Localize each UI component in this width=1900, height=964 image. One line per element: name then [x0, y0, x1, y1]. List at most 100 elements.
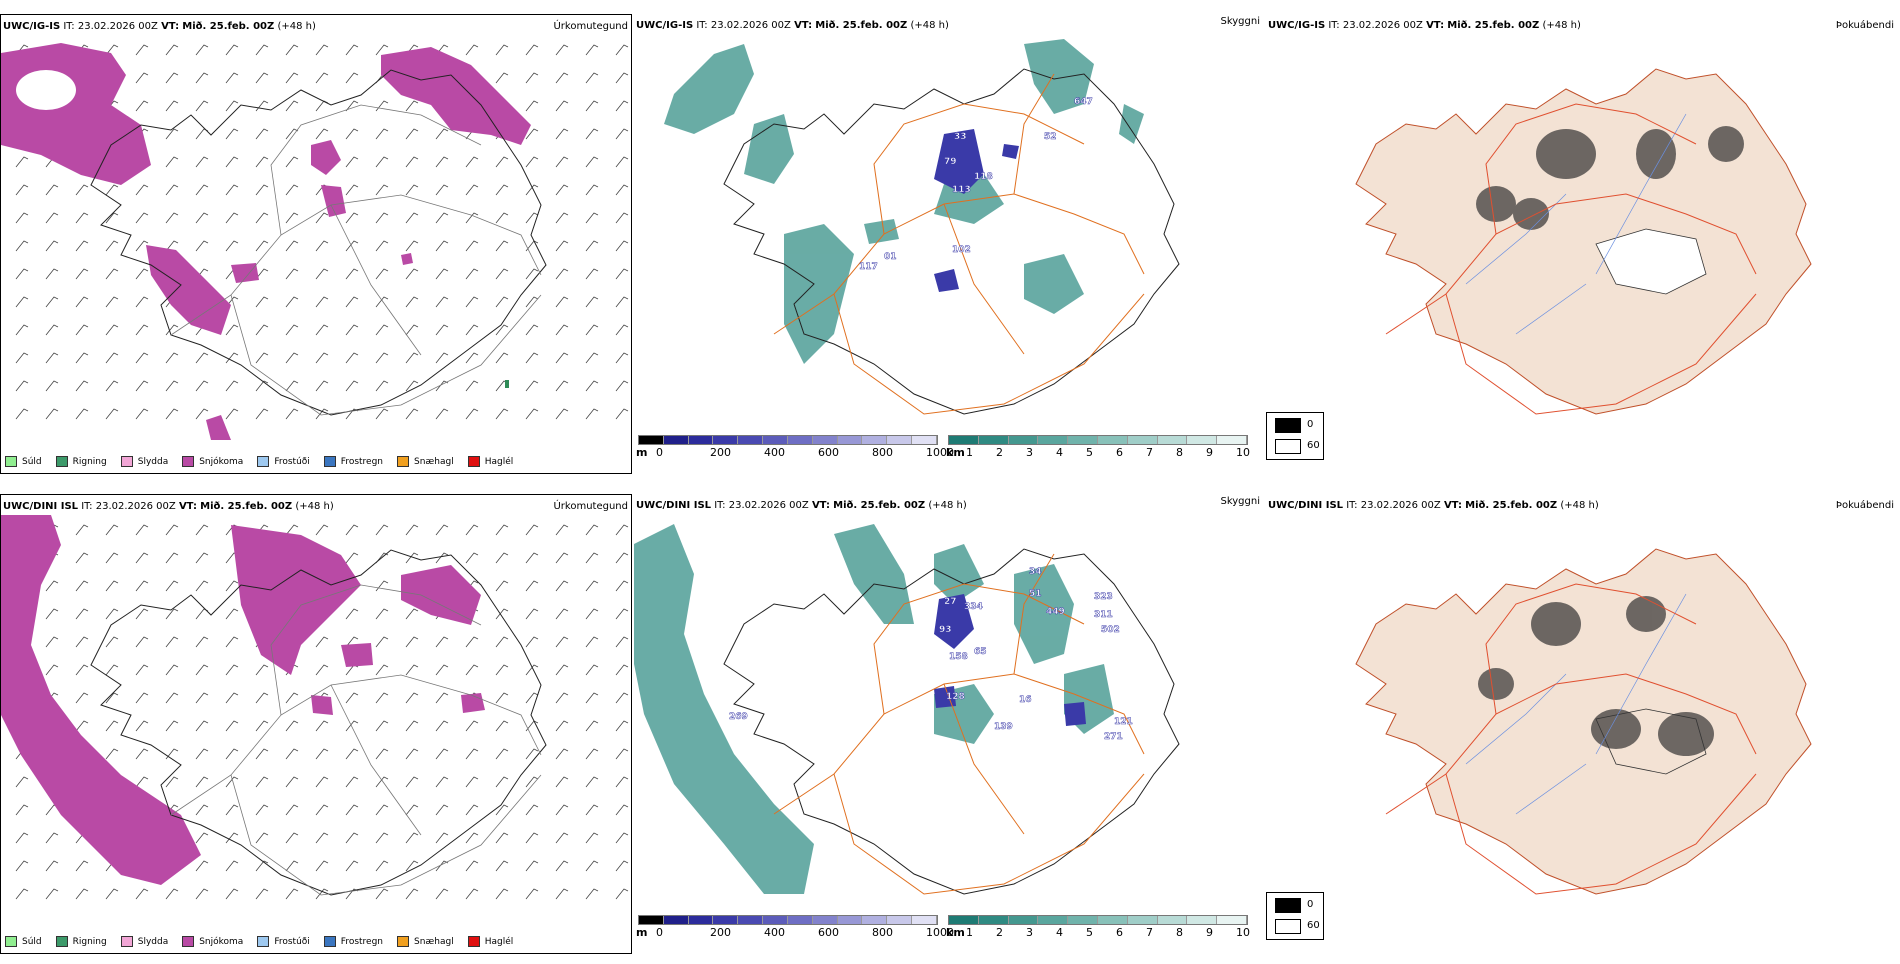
wind-barb [585, 776, 599, 788]
wind-barb [315, 720, 329, 732]
wind-barb [495, 240, 509, 252]
wind-barb [615, 72, 629, 84]
wind-barb [435, 804, 449, 816]
wind-barb [15, 212, 29, 224]
wind-barb [315, 832, 329, 844]
wind-barb [585, 692, 599, 704]
visibility-panel: UWC/IG-IS IT: 23.02.2026 00Z VT: Mið. 25… [634, 14, 1266, 474]
wind-barb [15, 156, 29, 168]
wind-barb [195, 184, 209, 196]
precip-legend-item: Snjókoma [182, 456, 243, 467]
visibility-colorbar: km 1 2 3 4 5 6 7 8 9 10 [946, 915, 1268, 949]
wind-barb [195, 860, 209, 872]
wind-barb [375, 156, 389, 168]
wind-barb [495, 184, 509, 196]
it-value: 23.02.2026 00Z [95, 501, 176, 512]
ceiling-label: 121 [1114, 717, 1133, 727]
colorbar-tick-label: 8 [1176, 926, 1183, 939]
wind-barb [465, 636, 479, 648]
colorbar-segment [912, 436, 937, 444]
wind-barb [285, 408, 299, 420]
precip-legend-swatch [5, 936, 17, 947]
wind-barb [525, 776, 539, 788]
colorbar-tick-label: 3 [1026, 926, 1033, 939]
wind-barb [495, 552, 509, 564]
wind-barb [375, 860, 389, 872]
low-ceiling-areas [934, 129, 1019, 292]
colorbar-segment [1187, 916, 1218, 924]
precip-legend-swatch [257, 456, 270, 467]
wind-barb [15, 352, 29, 364]
wind-barb [435, 888, 449, 900]
colorbar-tick-label: 10 [1236, 446, 1250, 459]
wind-barb [255, 380, 269, 392]
wind-barb [45, 240, 59, 252]
wind-barb [315, 128, 329, 140]
colorbar-tick-label: 3 [1026, 446, 1033, 459]
wind-barb [195, 748, 209, 760]
precip-legend-swatch [5, 456, 17, 467]
wind-barb [165, 324, 179, 336]
height-unit: m [636, 446, 648, 459]
wind-barb [615, 128, 629, 140]
model-name: UWC/DINI ISL [636, 500, 712, 511]
iceland-landmass [1355, 68, 1812, 415]
fog-legend-label-0: 0 [1307, 899, 1314, 910]
vt-value: Mið. 25.feb. 00Z [815, 20, 908, 31]
wind-barb [465, 268, 479, 280]
wind-barb [165, 380, 179, 392]
wind-barb [285, 184, 299, 196]
wind-barb [615, 268, 629, 280]
wind-barb [615, 580, 629, 592]
panel-header: UWC/DINI ISL IT: 23.02.2026 00Z VT: Mið.… [636, 500, 967, 511]
fog-legend-label-60: 60 [1307, 920, 1320, 931]
wind-barb [315, 44, 329, 56]
wind-barb [345, 268, 359, 280]
wind-barb [525, 580, 539, 592]
wind-barb [225, 720, 239, 732]
road-network [773, 73, 1145, 415]
wind-barb [195, 720, 209, 732]
wind-barb [15, 380, 29, 392]
wind-barb [465, 720, 479, 732]
precip-legend-swatch [323, 456, 336, 467]
wind-barb [585, 380, 599, 392]
wind-barb [555, 212, 569, 224]
wind-barb [465, 324, 479, 336]
wind-barb [345, 524, 359, 536]
wind-barb [135, 72, 149, 84]
wind-barb [405, 128, 419, 140]
wind-barb [255, 184, 269, 196]
fog-legend-swatch-0 [1275, 898, 1301, 913]
wind-barb [615, 664, 629, 676]
panel-header: UWC/IG-IS IT: 23.02.2026 00Z VT: Mið. 25… [1268, 20, 1581, 31]
wind-barb [165, 748, 179, 760]
vt-label: VT: [178, 501, 197, 512]
wind-barb [525, 832, 539, 844]
it-value: 23.02.2026 00Z [710, 20, 791, 31]
wind-barb [285, 352, 299, 364]
wind-barb [255, 692, 269, 704]
colorbar-segment [713, 436, 739, 444]
wind-barb [585, 608, 599, 620]
wind-barb [555, 664, 569, 676]
wind-barb [135, 268, 149, 280]
wind-barb [555, 352, 569, 364]
colorbar-tick-label: 7 [1146, 446, 1153, 459]
wind-barb [315, 352, 329, 364]
wind-barb [165, 156, 179, 168]
wind-barb [495, 804, 509, 816]
precip-legend: Súld Rigning Slydda Snjókoma Frostúði Frostre… [5, 456, 513, 467]
snow-areas [1, 43, 531, 440]
wind-barb [405, 804, 419, 816]
wind-barb [555, 636, 569, 648]
ceiling-label: 16 [1019, 695, 1032, 705]
colorbar-segment [787, 916, 813, 924]
wind-barb [195, 552, 209, 564]
ceiling-label: 33 [954, 132, 967, 142]
wind-barb [345, 128, 359, 140]
iceland-coastline [723, 548, 1180, 895]
fog-legend: 0 60 [1266, 892, 1324, 940]
lead-time: (+48 h) [910, 20, 949, 31]
precip-legend: Súld Rigning Slydda Snjókoma Frostúði Frostre… [5, 936, 513, 947]
